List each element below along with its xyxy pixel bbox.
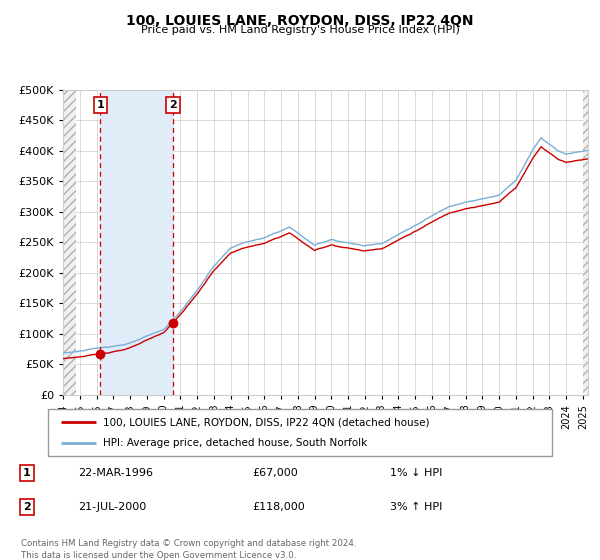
Text: 3% ↑ HPI: 3% ↑ HPI [390, 502, 442, 512]
Text: HPI: Average price, detached house, South Norfolk: HPI: Average price, detached house, Sout… [103, 438, 368, 448]
Text: Price paid vs. HM Land Registry's House Price Index (HPI): Price paid vs. HM Land Registry's House … [140, 25, 460, 35]
Text: 100, LOUIES LANE, ROYDON, DISS, IP22 4QN: 100, LOUIES LANE, ROYDON, DISS, IP22 4QN [126, 14, 474, 28]
Text: 1% ↓ HPI: 1% ↓ HPI [390, 468, 442, 478]
Text: 1: 1 [23, 468, 31, 478]
Text: Contains HM Land Registry data © Crown copyright and database right 2024.
This d: Contains HM Land Registry data © Crown c… [21, 539, 356, 560]
Text: 22-MAR-1996: 22-MAR-1996 [78, 468, 153, 478]
Text: 2: 2 [169, 100, 177, 110]
FancyBboxPatch shape [48, 409, 552, 456]
Text: 1: 1 [97, 100, 104, 110]
Text: £67,000: £67,000 [252, 468, 298, 478]
Text: 2: 2 [23, 502, 31, 512]
Point [168, 318, 178, 327]
Text: 100, LOUIES LANE, ROYDON, DISS, IP22 4QN (detached house): 100, LOUIES LANE, ROYDON, DISS, IP22 4QN… [103, 417, 430, 427]
Point [95, 349, 105, 358]
Text: £118,000: £118,000 [252, 502, 305, 512]
Text: 21-JUL-2000: 21-JUL-2000 [78, 502, 146, 512]
Bar [100, 90, 173, 395]
